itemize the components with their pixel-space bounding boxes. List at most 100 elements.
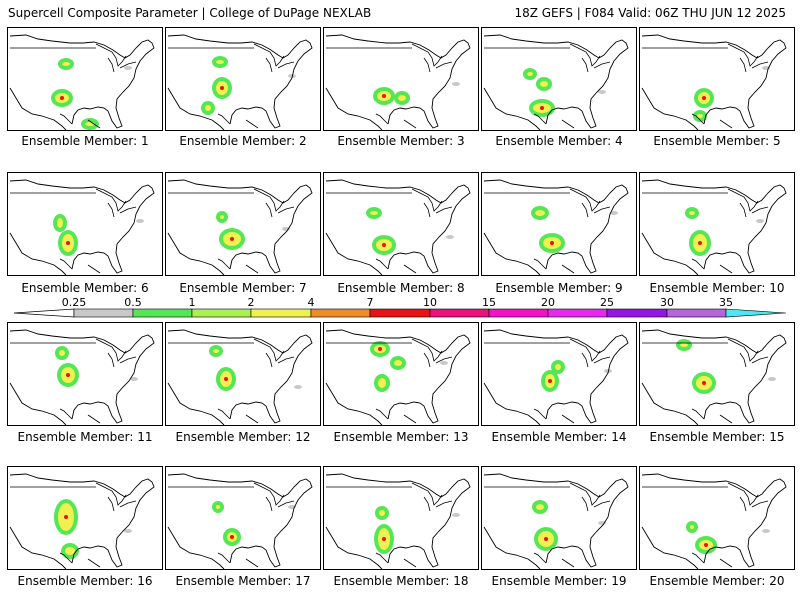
- coastline: [167, 179, 313, 274]
- scp-field-high: [535, 210, 545, 216]
- scp-field-max: [704, 543, 708, 547]
- colorbar-segment: [73, 308, 134, 318]
- great-lakes: [411, 43, 453, 73]
- coastline-west: [167, 526, 225, 569]
- scp-field-max: [382, 94, 386, 98]
- colorbar-tick-label: 20: [541, 296, 555, 309]
- scp-field-high: [536, 504, 544, 510]
- coastline-west: [641, 382, 699, 425]
- scp-field-max: [702, 381, 706, 385]
- ensemble-member-caption: Ensemble Member: 9: [495, 281, 623, 295]
- great-lakes: [727, 188, 769, 218]
- ensemble-member-caption: Ensemble Member: 7: [179, 281, 307, 295]
- great-lakes: [95, 482, 137, 512]
- mexico-coast: [217, 408, 259, 424]
- ensemble-map-panel: [481, 27, 637, 131]
- great-lakes: [253, 482, 295, 512]
- ensemble-map-panel: [7, 27, 163, 131]
- scp-field-high: [394, 360, 402, 366]
- coastline-west: [641, 526, 699, 569]
- ensemble-map-panel: [165, 172, 321, 276]
- scp-field-high: [205, 105, 211, 111]
- colorbar-segment: [250, 308, 312, 318]
- scp-field-high: [378, 378, 386, 388]
- conus-outline-map: [641, 34, 787, 130]
- coastline: [641, 179, 787, 274]
- conus-outline-map: [167, 34, 313, 130]
- scp-field-max: [698, 241, 702, 245]
- scp-field-max: [378, 347, 382, 351]
- mexico-coast: [217, 552, 259, 568]
- conus-outline-map: [325, 179, 471, 275]
- scp-field-minimal: [130, 377, 138, 381]
- scp-field-high: [398, 95, 406, 101]
- conus-outline-map: [167, 179, 313, 275]
- conus-outline-map: [9, 329, 155, 425]
- colorbar-tick-label: 25: [600, 296, 614, 309]
- coastline-west: [483, 382, 541, 425]
- colorbar-tick-label: 35: [719, 296, 733, 309]
- great-lakes: [95, 338, 137, 368]
- coastline: [325, 473, 471, 568]
- mexico-coast: [533, 552, 575, 568]
- ensemble-map-panel: [165, 322, 321, 426]
- mexico-coast: [375, 408, 417, 424]
- conus-outline-map: [641, 179, 787, 275]
- mexico-coast: [217, 113, 259, 129]
- colorbar-tick-label: 10: [423, 296, 437, 309]
- scp-field-high: [555, 364, 561, 370]
- coastline: [641, 473, 787, 568]
- scp-field-max: [544, 537, 548, 541]
- colorbar-segment: [310, 308, 371, 318]
- scp-field-high: [527, 72, 533, 76]
- conus-outline-map: [483, 179, 629, 275]
- mexico-coast: [59, 258, 101, 274]
- scp-field-minimal: [446, 235, 454, 239]
- great-lakes: [727, 482, 769, 512]
- coastline-west: [9, 526, 67, 569]
- colorbar-tick-label: 4: [308, 296, 315, 309]
- mexico-coast: [691, 408, 733, 424]
- coastline-west: [483, 87, 541, 130]
- ensemble-member-caption: Ensemble Member: 4: [495, 134, 623, 148]
- scp-field-minimal: [756, 219, 764, 223]
- ensemble-map-panel: [481, 322, 637, 426]
- page-title: Supercell Composite Parameter | College …: [8, 6, 372, 20]
- mexico-coast: [375, 258, 417, 274]
- ensemble-map-panel: [323, 27, 479, 131]
- ensemble-map-panel: [7, 172, 163, 276]
- scp-field-max: [66, 373, 70, 377]
- coastline: [167, 34, 313, 129]
- ensemble-member-caption: Ensemble Member: 13: [333, 430, 469, 444]
- great-lakes: [253, 338, 295, 368]
- colorbar-segment: [191, 308, 252, 318]
- scp-field-high: [379, 510, 385, 516]
- scp-field-minimal: [598, 90, 606, 94]
- scp-field-minimal: [136, 219, 144, 223]
- ensemble-member-caption: Ensemble Member: 20: [649, 574, 785, 588]
- colorbar-tick-label: 0.25: [62, 296, 87, 309]
- coastline-west: [167, 87, 225, 130]
- scp-field-minimal: [440, 361, 448, 365]
- conus-outline-map: [167, 473, 313, 569]
- coastline: [483, 179, 629, 274]
- ensemble-map-panel: [165, 27, 321, 131]
- coastline: [641, 34, 787, 129]
- coastline-west: [167, 382, 225, 425]
- scp-field-high: [216, 60, 224, 64]
- ensemble-map-panel: [639, 172, 795, 276]
- scp-field-high: [690, 525, 694, 529]
- ensemble-map-panel: [639, 466, 795, 570]
- colorbar-segment: [725, 308, 787, 318]
- scp-field-high: [680, 343, 688, 347]
- ensemble-member-caption: Ensemble Member: 17: [175, 574, 311, 588]
- ensemble-map-panel: [323, 322, 479, 426]
- ensemble-member-caption: Ensemble Member: 16: [17, 574, 153, 588]
- scp-field-max: [702, 96, 706, 100]
- coastline: [167, 473, 313, 568]
- mexico-coast: [217, 258, 259, 274]
- ensemble-map-panel: [481, 172, 637, 276]
- coastline-west: [325, 526, 383, 569]
- coastline: [167, 329, 313, 424]
- coastline-west: [167, 232, 225, 275]
